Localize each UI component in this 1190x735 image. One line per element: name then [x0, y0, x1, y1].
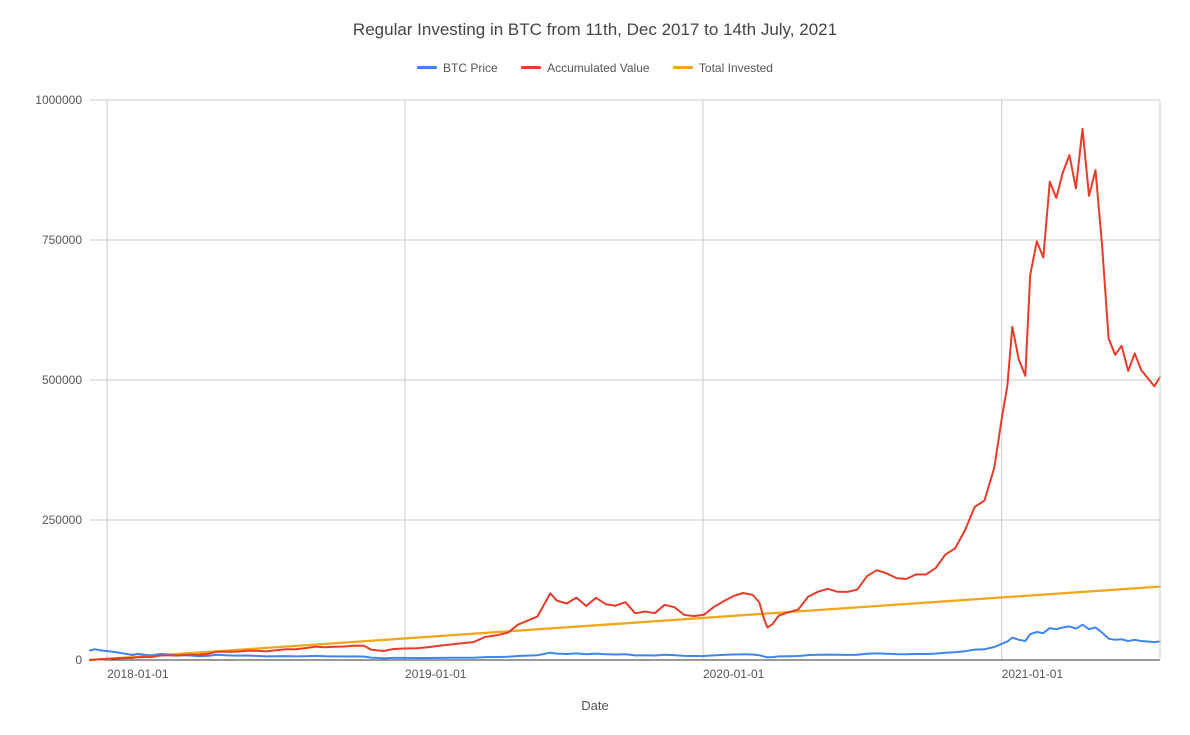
- svg-text:2021-01-01: 2021-01-01: [1002, 667, 1064, 681]
- svg-text:0: 0: [75, 653, 82, 667]
- svg-text:2020-01-01: 2020-01-01: [703, 667, 765, 681]
- chart-container: Regular Investing in BTC from 11th, Dec …: [0, 0, 1190, 735]
- svg-text:1000000: 1000000: [35, 93, 82, 107]
- svg-text:250000: 250000: [42, 513, 82, 527]
- svg-text:750000: 750000: [42, 233, 82, 247]
- svg-text:500000: 500000: [42, 373, 82, 387]
- chart-plot: 0 250000 500000 750000 1000000 2018-01-01 2019…: [0, 0, 1190, 735]
- svg-text:2018-01-01: 2018-01-01: [107, 667, 169, 681]
- x-axis-title: Date: [0, 698, 1190, 713]
- svg-text:2019-01-01: 2019-01-01: [405, 667, 467, 681]
